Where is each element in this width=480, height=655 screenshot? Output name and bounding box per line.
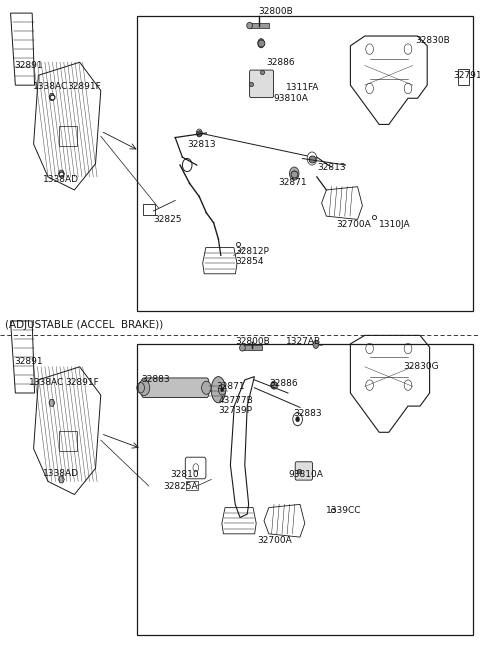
- Text: 32871: 32871: [216, 382, 245, 391]
- Text: 1338AD: 1338AD: [43, 175, 79, 184]
- Text: 93810A: 93810A: [274, 94, 309, 103]
- Text: 32886: 32886: [266, 58, 295, 67]
- Text: (ADJUSTABLE (ACCEL  BRAKE)): (ADJUSTABLE (ACCEL BRAKE)): [5, 320, 163, 330]
- Bar: [59, 431, 77, 451]
- Text: 32830G: 32830G: [403, 362, 439, 371]
- Text: 32800B: 32800B: [259, 7, 293, 16]
- Polygon shape: [49, 400, 55, 406]
- Text: 32825: 32825: [154, 215, 182, 224]
- Text: 32883: 32883: [293, 409, 322, 419]
- Text: 32891: 32891: [14, 357, 43, 366]
- Bar: [458, 69, 469, 85]
- Text: 32813: 32813: [187, 140, 216, 149]
- Bar: [186, 481, 198, 490]
- Polygon shape: [59, 170, 64, 177]
- Text: 1338AC: 1338AC: [29, 378, 64, 387]
- Text: 93810A: 93810A: [288, 470, 323, 479]
- Circle shape: [289, 167, 299, 180]
- Bar: [250, 23, 269, 28]
- Circle shape: [138, 380, 150, 396]
- FancyBboxPatch shape: [250, 70, 274, 98]
- Bar: [242, 345, 262, 350]
- Polygon shape: [59, 476, 64, 483]
- Text: 32891: 32891: [14, 61, 43, 70]
- Text: 1327AB: 1327AB: [286, 337, 321, 346]
- Circle shape: [202, 381, 211, 394]
- Text: 32854: 32854: [235, 257, 264, 267]
- Text: 32871: 32871: [278, 178, 307, 187]
- Text: 32800B: 32800B: [235, 337, 270, 346]
- Circle shape: [218, 384, 226, 395]
- Text: 32825A: 32825A: [163, 481, 198, 491]
- Text: 32739P: 32739P: [218, 406, 252, 415]
- Text: 1339CC: 1339CC: [326, 506, 362, 515]
- Circle shape: [313, 341, 319, 348]
- Bar: [137, 344, 473, 635]
- Ellipse shape: [247, 22, 252, 29]
- Text: 1338AD: 1338AD: [43, 469, 79, 478]
- Bar: [137, 16, 473, 311]
- Circle shape: [271, 381, 276, 389]
- Polygon shape: [49, 94, 55, 100]
- Text: 32886: 32886: [269, 379, 298, 388]
- Text: 32791: 32791: [454, 71, 480, 80]
- Text: 32891F: 32891F: [67, 82, 101, 91]
- Text: 1311FA: 1311FA: [286, 83, 319, 92]
- Text: 32812P: 32812P: [235, 247, 269, 256]
- Circle shape: [221, 388, 224, 392]
- Bar: [143, 204, 155, 215]
- Text: 32810: 32810: [170, 470, 199, 479]
- Text: 32883: 32883: [142, 375, 170, 384]
- Text: 32700A: 32700A: [257, 536, 291, 545]
- Text: 32700A: 32700A: [336, 219, 371, 229]
- Text: 32813: 32813: [317, 162, 346, 172]
- Text: 32830B: 32830B: [415, 36, 450, 45]
- Circle shape: [258, 39, 264, 48]
- Text: 1310JA: 1310JA: [379, 219, 411, 229]
- Text: 32891F: 32891F: [65, 378, 98, 387]
- Ellipse shape: [211, 377, 226, 403]
- Text: 1338AC: 1338AC: [33, 82, 68, 91]
- FancyBboxPatch shape: [142, 378, 209, 398]
- FancyBboxPatch shape: [295, 462, 312, 480]
- Text: 43777B: 43777B: [218, 396, 253, 405]
- Circle shape: [292, 171, 296, 176]
- Ellipse shape: [240, 345, 245, 351]
- Bar: [59, 126, 77, 147]
- Circle shape: [296, 417, 300, 422]
